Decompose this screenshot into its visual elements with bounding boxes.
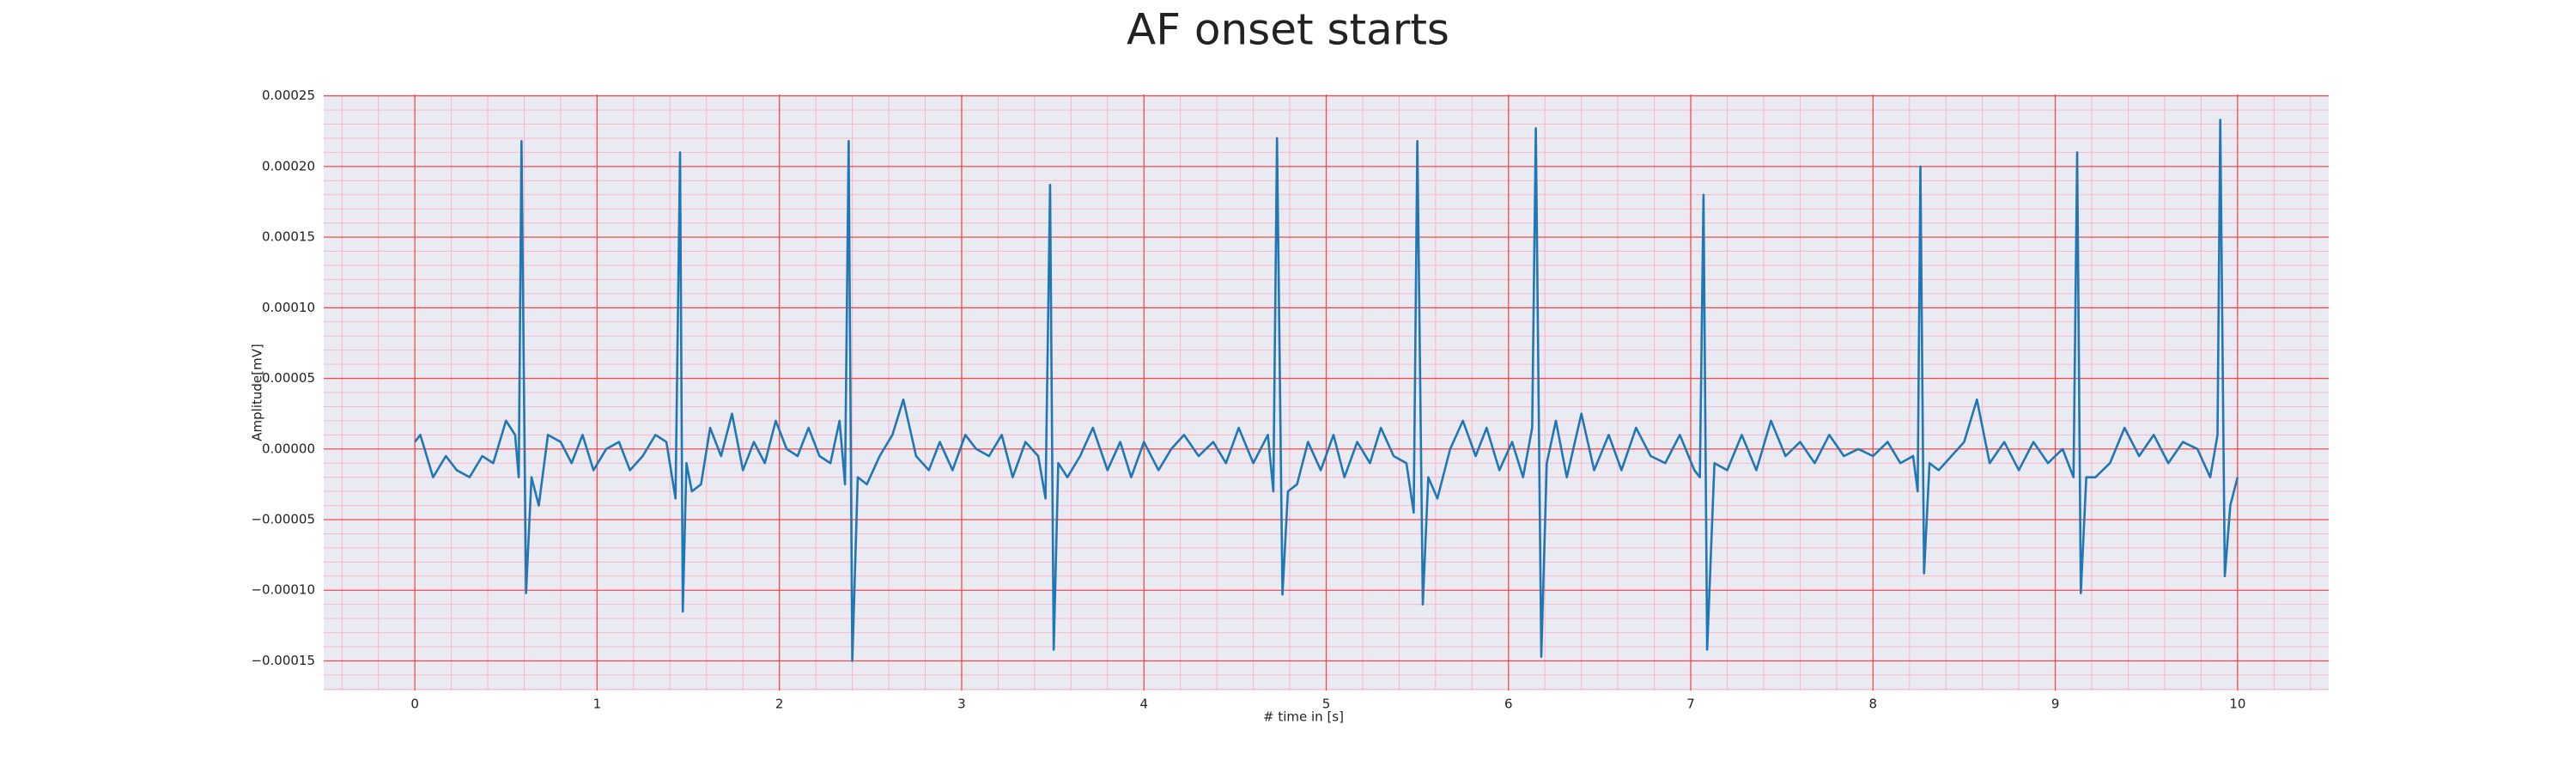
- y-tick-label: 0.00005: [262, 370, 315, 386]
- x-tick-label: 4: [1139, 697, 1148, 712]
- x-tick-label: 2: [775, 697, 784, 712]
- x-tick-label: 10: [2229, 697, 2245, 712]
- x-tick-label: 8: [1869, 697, 1878, 712]
- y-tick-label: 0.00025: [262, 88, 315, 103]
- x-tick-label: 0: [410, 697, 419, 712]
- ecg-line: [414, 119, 2239, 662]
- y-tick-label: 0.00020: [262, 158, 315, 173]
- chart-title: AF onset starts: [1127, 5, 1449, 55]
- x-tick-label: 3: [957, 697, 966, 712]
- x-tick-label: 5: [1322, 697, 1331, 712]
- y-axis-label: Amplitude[mV]: [250, 344, 265, 441]
- y-tick-label: −0.00015: [251, 653, 315, 668]
- y-tick-label: 0.00010: [262, 300, 315, 315]
- x-tick-label: 1: [593, 697, 602, 712]
- y-tick-label: 0.00000: [262, 441, 315, 456]
- x-tick-label: 7: [1686, 697, 1695, 712]
- x-tick-label: 6: [1504, 697, 1513, 712]
- y-tick-label: 0.00015: [262, 229, 315, 245]
- x-tick-label: 9: [2051, 697, 2060, 712]
- y-tick-label: −0.00005: [251, 512, 315, 527]
- y-tick-label: −0.00010: [251, 582, 315, 598]
- x-axis-label: # time in [s]: [1263, 709, 1344, 725]
